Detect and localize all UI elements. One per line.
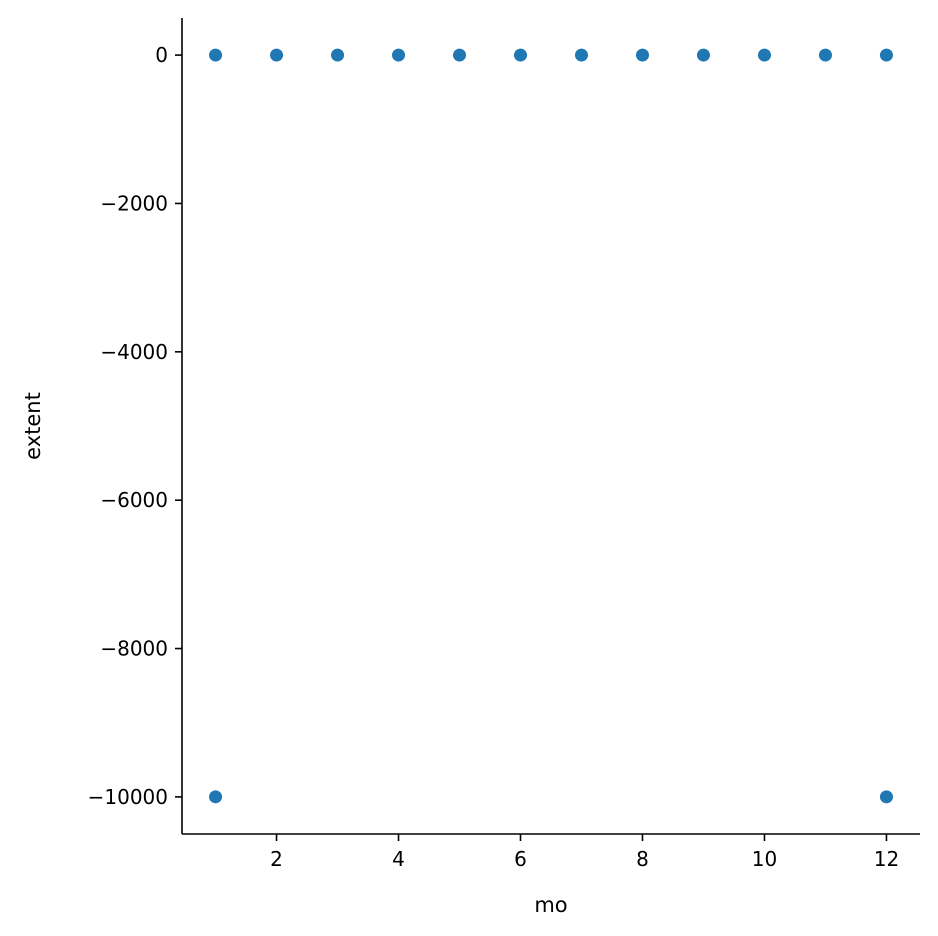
x-tick-label: 4 — [392, 847, 405, 871]
x-tick-label: 2 — [270, 847, 283, 871]
data-point — [818, 48, 832, 62]
data-point — [879, 790, 893, 804]
y-tick-label: −4000 — [100, 340, 168, 364]
x-tick-label: 10 — [752, 847, 777, 871]
y-tick-label: 0 — [155, 43, 168, 67]
x-axis-label: mo — [534, 893, 567, 917]
y-tick-label: −2000 — [100, 191, 168, 215]
data-point — [453, 48, 467, 62]
data-point — [757, 48, 771, 62]
y-tick-label: −8000 — [100, 637, 168, 661]
data-point — [392, 48, 406, 62]
data-point — [331, 48, 345, 62]
data-point — [574, 48, 588, 62]
data-point — [209, 48, 223, 62]
data-point — [879, 48, 893, 62]
x-tick-label: 6 — [514, 847, 527, 871]
x-tick-label: 12 — [874, 847, 899, 871]
y-axis-label: extent — [21, 392, 45, 460]
x-axis-ticks: 2 4 6 8 10 12 — [270, 834, 899, 871]
y-tick-label: −6000 — [100, 488, 168, 512]
data-points — [209, 48, 893, 804]
data-point — [696, 48, 710, 62]
data-point — [209, 790, 223, 804]
x-tick-label: 8 — [636, 847, 649, 871]
y-axis-ticks: 0 −2000 −4000 −6000 −8000 −10000 — [88, 43, 182, 809]
data-point — [635, 48, 649, 62]
data-point — [270, 48, 284, 62]
y-tick-label: −10000 — [88, 785, 168, 809]
data-point — [514, 48, 528, 62]
